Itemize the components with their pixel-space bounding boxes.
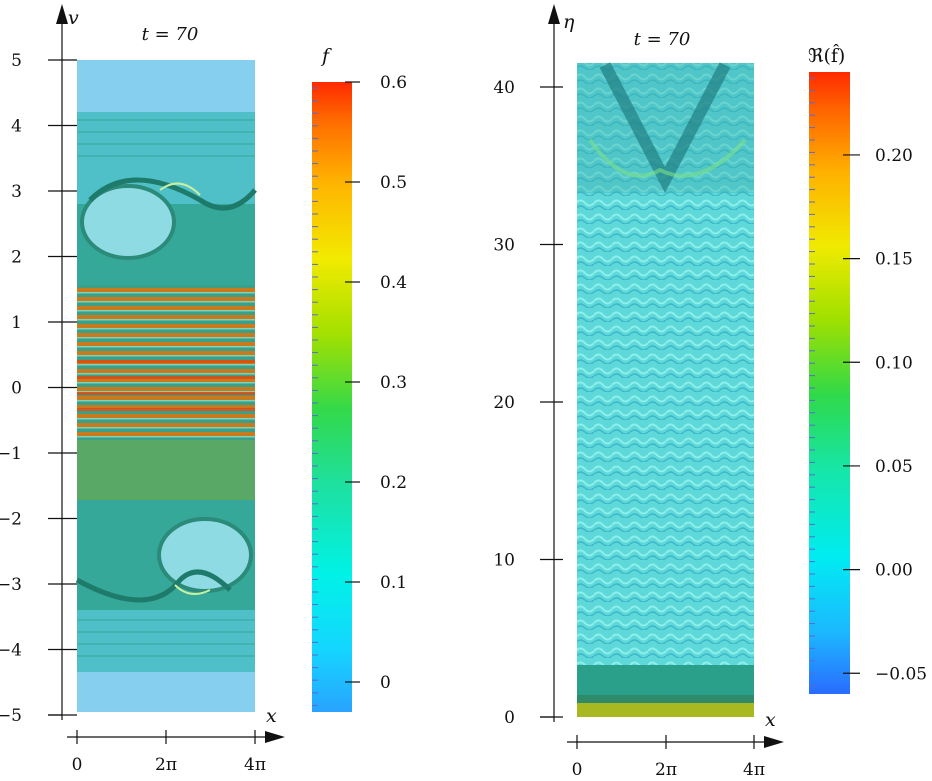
left-x-tick-label: 2π [155,755,177,775]
right-eta-axis-arrow [548,4,560,24]
left-v-tick-label: −5 [0,706,22,726]
right-title: t = 70 [634,29,691,50]
left-v-ticks: 5 4 3 2 1 0 −1 −2 −3 −4 −5 [0,51,77,726]
right-x-axis-label: x [765,709,776,731]
right-heatmap [577,62,754,717]
left-x-tick-label: 4π [244,755,266,775]
right-colorbar-tick-label: 0.10 [875,353,913,373]
left-colorbar-tick-label: 0.2 [380,473,407,493]
left-x-axis-label: x [266,705,277,727]
right-colorbar-tick-label: −0.05 [875,664,927,684]
right-eta-ticks: 40 30 20 10 0 [493,78,563,728]
left-colorbar-tick-label: 0.1 [380,573,407,593]
right-colorbar-minor-ticks [809,77,815,687]
left-v-tick-label: −3 [0,575,22,595]
left-x-axis-arrow [265,731,285,743]
left-x-tick-label: 0 [72,755,83,775]
left-colorbar-tick-label: 0.3 [380,373,407,393]
right-colorbar-tick-label: 0.15 [875,250,913,270]
left-colorbar-ticks: 0.6 0.5 0.4 0.3 0.2 0.1 0 [345,73,407,693]
left-v-tick-label: 1 [11,313,22,333]
left-colorbar-tick-label: 0.4 [380,273,407,293]
left-v-axis-arrow [56,4,68,24]
left-v-tick-label: 2 [11,248,22,268]
right-x-ticks: 0 2π 4π [572,735,765,780]
left-v-tick-label: −1 [0,444,22,464]
left-colorbar-label: f [320,45,332,67]
left-colorbar-minor-ticks [312,87,318,706]
left-colorbar-tick-label: 0 [380,673,391,693]
right-x-axis [540,716,764,743]
right-eta-tick-label: 20 [493,393,515,413]
right-colorbar-tick-label: 0.05 [875,457,913,477]
right-x-tick-label: 4π [743,760,765,780]
left-x-ticks: 0 2π 4π [72,730,266,775]
left-title: t = 70 [142,24,199,45]
left-colorbar [312,82,352,712]
left-v-tick-label: 3 [11,182,22,202]
right-eta-tick-label: 30 [493,236,515,256]
left-v-tick-label: 0 [11,379,22,399]
left-colorbar-tick-label: 0.6 [380,73,407,93]
left-v-tick-label: −4 [0,641,22,661]
right-x-tick-label: 2π [655,760,677,780]
left-x-axis [48,714,265,738]
left-v-tick-label: −2 [0,510,22,530]
right-colorbar-tick-label: 0.00 [875,561,913,581]
right-x-tick-label: 0 [572,760,583,780]
left-v-tick-label: 5 [11,51,22,71]
right-eta-axis-label: η [563,11,575,33]
right-colorbar-ticks: 0.20 0.15 0.10 0.05 0.00 −0.05 [843,146,927,684]
left-colorbar-tick-label: 0.5 [380,173,407,193]
right-colorbar-label: ℜ(f̂) [808,44,845,67]
right-panel: η 40 30 20 10 0 x 0 2π 4π t = 70 ℜ(f̂) 0.20 0.1… [493,4,927,780]
right-colorbar-tick-label: 0.20 [875,146,913,166]
right-x-axis-arrow [764,736,784,748]
right-eta-tick-label: 10 [493,551,515,571]
left-heatmap [75,60,257,712]
left-v-tick-label: 4 [11,117,22,137]
left-v-axis-label: v [68,7,79,29]
right-colorbar [809,72,850,694]
right-eta-tick-label: 0 [504,708,515,728]
right-eta-tick-label: 40 [493,78,515,98]
